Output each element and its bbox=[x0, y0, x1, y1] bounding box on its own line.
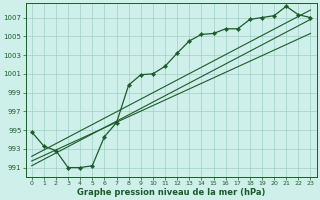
X-axis label: Graphe pression niveau de la mer (hPa): Graphe pression niveau de la mer (hPa) bbox=[77, 188, 265, 197]
